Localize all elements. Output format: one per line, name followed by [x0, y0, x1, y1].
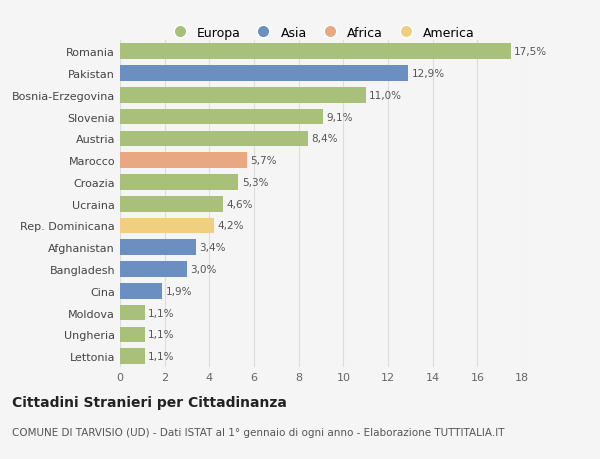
- Text: 4,6%: 4,6%: [226, 199, 253, 209]
- Bar: [120, 131, 308, 147]
- Bar: [120, 327, 145, 342]
- Text: COMUNE DI TARVISIO (UD) - Dati ISTAT al 1° gennaio di ogni anno - Elaborazione T: COMUNE DI TARVISIO (UD) - Dati ISTAT al …: [12, 427, 505, 437]
- Text: 17,5%: 17,5%: [514, 47, 547, 57]
- Text: 9,1%: 9,1%: [326, 112, 353, 123]
- Bar: [120, 240, 196, 256]
- Bar: [120, 218, 214, 234]
- Text: 1,1%: 1,1%: [148, 351, 175, 361]
- Bar: [120, 175, 238, 190]
- Bar: [120, 196, 223, 212]
- Text: 11,0%: 11,0%: [369, 90, 402, 101]
- Bar: [120, 66, 408, 82]
- Bar: [120, 348, 145, 364]
- Text: 3,0%: 3,0%: [190, 264, 217, 274]
- Text: 1,1%: 1,1%: [148, 308, 175, 318]
- Bar: [120, 283, 163, 299]
- Bar: [120, 45, 511, 60]
- Bar: [120, 153, 247, 168]
- Text: 8,4%: 8,4%: [311, 134, 337, 144]
- Legend: Europa, Asia, Africa, America: Europa, Asia, Africa, America: [162, 22, 480, 45]
- Bar: [120, 305, 145, 321]
- Text: 5,7%: 5,7%: [251, 156, 277, 166]
- Text: 5,3%: 5,3%: [242, 178, 268, 188]
- Bar: [120, 88, 365, 103]
- Text: 1,9%: 1,9%: [166, 286, 192, 296]
- Bar: [120, 262, 187, 277]
- Text: 3,4%: 3,4%: [199, 243, 226, 253]
- Text: 1,1%: 1,1%: [148, 330, 175, 340]
- Text: Cittadini Stranieri per Cittadinanza: Cittadini Stranieri per Cittadinanza: [12, 395, 287, 409]
- Text: 12,9%: 12,9%: [412, 69, 445, 79]
- Bar: [120, 110, 323, 125]
- Text: 4,2%: 4,2%: [217, 221, 244, 231]
